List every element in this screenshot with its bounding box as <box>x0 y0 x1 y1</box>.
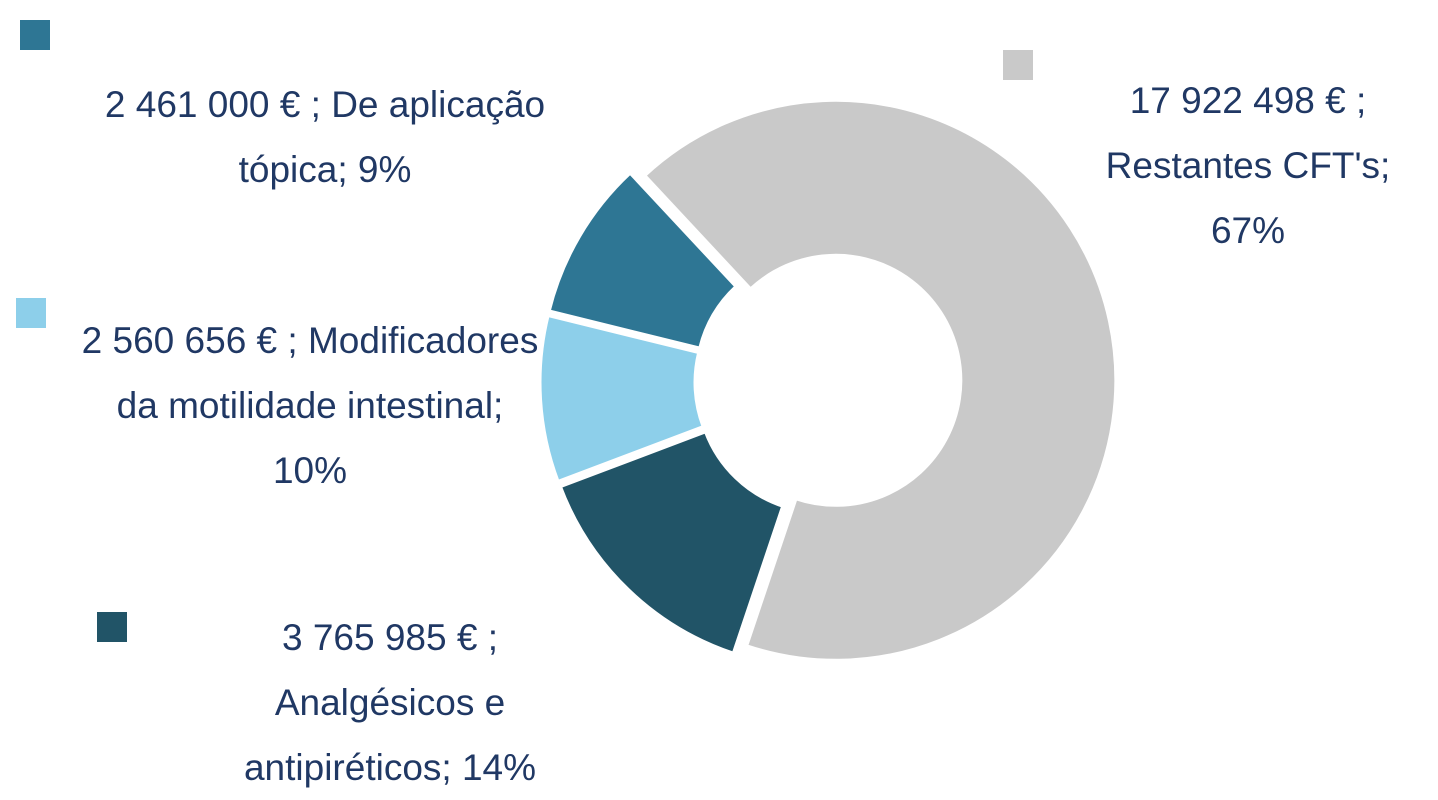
donut-slice <box>547 171 738 350</box>
donut-slice <box>642 98 1118 662</box>
donut-slice <box>538 313 706 484</box>
legend-key <box>16 298 46 328</box>
category-label: Analgésicos e antipiréticos; <box>243 682 506 788</box>
data-label: 2 461 000 € ; De aplicação tópica; 9% <box>95 72 555 202</box>
value-label: 3 765 985 € ; <box>281 617 499 658</box>
legend-key <box>1003 50 1033 80</box>
category-label: De aplicação tópica; <box>238 84 546 190</box>
category-label: Modificadores da motilidade intestinal; <box>116 320 539 426</box>
value-label: 2 461 000 € ; <box>104 84 321 125</box>
percent-label: 9% <box>357 149 412 190</box>
data-label: 3 765 985 € ; Analgésicos e antipirético… <box>190 605 590 800</box>
data-label: 2 560 656 € ; Modificadores da motilidad… <box>75 308 545 503</box>
category-label: Restantes CFT's; <box>1105 145 1391 186</box>
data-label: 17 922 498 € ; Restantes CFT's; 67% <box>1068 68 1428 263</box>
legend-key <box>97 612 127 642</box>
percent-label: 14% <box>461 747 537 788</box>
donut-slice <box>558 429 785 656</box>
value-label: 17 922 498 € ; <box>1129 80 1367 121</box>
value-label: 2 560 656 € ; <box>81 320 298 361</box>
percent-label: 67% <box>1210 210 1286 251</box>
legend-key <box>20 20 50 50</box>
percent-label: 10% <box>272 450 348 491</box>
